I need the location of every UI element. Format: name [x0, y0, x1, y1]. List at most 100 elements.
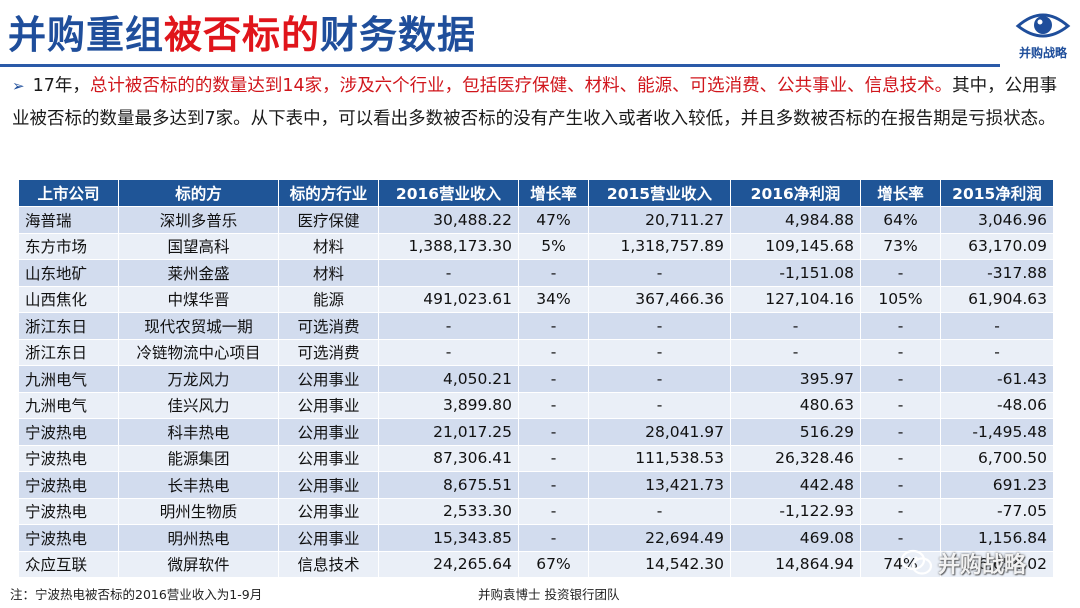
- table-cell: 4,984.88: [730, 206, 861, 234]
- table-cell: 海普瑞: [18, 206, 119, 234]
- table-cell: 105%: [860, 285, 941, 313]
- table-cell: -: [860, 418, 941, 446]
- table-cell: 科丰热电: [118, 418, 279, 446]
- table-cell: -: [588, 365, 731, 393]
- table-cell: 公用事业: [278, 524, 379, 552]
- table-cell: 万龙风力: [118, 365, 279, 393]
- table-cell: -: [588, 497, 731, 525]
- table-cell: 6,700.50: [940, 444, 1054, 472]
- column-header: 标的方行业: [278, 179, 379, 207]
- table-cell: -48.06: [940, 391, 1054, 419]
- table-header: 上市公司 标的方 标的方行业 2016营业收入 增长率 2015营业收入 2016净利润 增长…: [18, 179, 1054, 207]
- wechat-watermark: 并购战略: [900, 545, 1026, 581]
- table-cell: -1,495.48: [940, 418, 1054, 446]
- table-cell: 宁波热电: [18, 497, 119, 525]
- column-header: 2016净利润: [730, 179, 861, 207]
- table-row: 宁波热电 明州生物质 公用事业 2,533.30- - -1,122.93- -77.05: [18, 497, 1054, 525]
- table-cell: 480.63: [730, 391, 861, 419]
- table-cell: -: [860, 471, 941, 499]
- table-row: 东方市场 国望高科 材料 1,388,173.30 5% 1,318,757.89 109,…: [18, 232, 1054, 260]
- table-cell: 佳兴风力: [118, 391, 279, 419]
- table-cell: -: [860, 524, 941, 552]
- table-row: 山西焦化 中煤华晋 能源 491,023.61 34% 367,466.36 127,104…: [18, 285, 1054, 313]
- table-cell: 26,328.46: [730, 444, 861, 472]
- column-header: 2015营业收入: [588, 179, 731, 207]
- table-cell: 现代农贸城一期: [118, 312, 279, 340]
- table-cell: 3,899.80: [378, 391, 519, 419]
- table-cell: 深圳多普乐: [118, 206, 279, 234]
- table-cell: 127,104.16: [730, 285, 861, 313]
- table-cell: 34%: [518, 285, 589, 313]
- table-cell: -: [518, 471, 589, 499]
- table-cell: -317.88: [940, 259, 1054, 287]
- table-cell: 公用事业: [278, 365, 379, 393]
- table-row: 浙江东日 冷链物流中心项目 可选消费 - - - - - -: [18, 338, 1054, 366]
- table-cell: 公用事业: [278, 444, 379, 472]
- table-cell: 516.29: [730, 418, 861, 446]
- table-cell: 九洲电气: [18, 365, 119, 393]
- table-cell: 24,265.64: [378, 550, 519, 578]
- table-cell: 公用事业: [278, 497, 379, 525]
- table-cell: 明州热电: [118, 524, 279, 552]
- table-cell: -: [940, 338, 1054, 366]
- title-part-1: 并购重组: [8, 13, 165, 57]
- table-cell: 691.23: [940, 471, 1054, 499]
- table-cell: 6,654.02: [940, 550, 1054, 578]
- table-cell: 浙江东日: [18, 338, 119, 366]
- table-cell: 长丰热电: [118, 471, 279, 499]
- watermark-text: 并购战略: [938, 553, 1027, 578]
- table-cell: -: [860, 365, 941, 393]
- title-part-3: 财务数据: [320, 13, 477, 57]
- table-cell: -: [518, 444, 589, 472]
- table-cell: -77.05: [940, 497, 1054, 525]
- table-cell: -: [518, 338, 589, 366]
- table-body: 海普瑞 深圳多普乐 医疗保健 30,488.22 47% 20,711.27 4,984.8…: [18, 206, 1054, 578]
- table-cell: 20,711.27: [588, 206, 731, 234]
- table-row: 海普瑞 深圳多普乐 医疗保健 30,488.22 47% 20,711.27 4,984.8…: [18, 206, 1054, 234]
- table-row: 宁波热电 长丰热电 公用事业 8,675.51-13,421.73 442.48-691…: [18, 471, 1054, 499]
- eye-logo-icon: [1015, 13, 1071, 38]
- table-cell: 469.08: [730, 524, 861, 552]
- table-cell: -: [378, 338, 519, 366]
- table-cell: -: [860, 259, 941, 287]
- column-header: 2015净利润: [940, 179, 1054, 207]
- table-cell: 公用事业: [278, 391, 379, 419]
- table-cell: -1,151.08: [730, 259, 861, 287]
- table-cell: 30,488.22: [378, 206, 519, 234]
- table-row: 宁波热电 科丰热电 公用事业 21,017.25-28,041.97 516.29- -1…: [18, 418, 1054, 446]
- table-cell: 冷链物流中心项目: [118, 338, 279, 366]
- table-cell: 367,466.36: [588, 285, 731, 313]
- table-cell: 材料: [278, 232, 379, 260]
- table-cell: 22,694.49: [588, 524, 731, 552]
- page-title: 并购重组被否标的财务数据: [8, 6, 476, 64]
- table-cell: 47%: [518, 206, 589, 234]
- table-cell: 国望高科: [118, 232, 279, 260]
- table-cell: 8,675.51: [378, 471, 519, 499]
- table-cell: -: [588, 312, 731, 340]
- table-cell: -: [518, 312, 589, 340]
- table-cell: 明州生物质: [118, 497, 279, 525]
- table-cell: -: [940, 312, 1054, 340]
- table-cell: 67%: [518, 550, 589, 578]
- table-row: 浙江东日 现代农贸城一期 可选消费 - - - - - -: [18, 312, 1054, 340]
- table-cell: 64%: [860, 206, 941, 234]
- table-cell: 众应互联: [18, 550, 119, 578]
- table-cell: 442.48: [730, 471, 861, 499]
- table-cell: 109,145.68: [730, 232, 861, 260]
- table-cell: -: [588, 391, 731, 419]
- table-cell: 可选消费: [278, 338, 379, 366]
- table-cell: -1,122.93: [730, 497, 861, 525]
- table-cell: 61,904.63: [940, 285, 1054, 313]
- table-cell: -61.43: [940, 365, 1054, 393]
- table-cell: 能源: [278, 285, 379, 313]
- table-cell: 医疗保健: [278, 206, 379, 234]
- logo-text: 并购战略: [1018, 46, 1067, 60]
- table-cell: 28,041.97: [588, 418, 731, 446]
- table-row: 山东地矿 莱州金盛 材料 - - - -1,151.08- -317.88: [18, 259, 1054, 287]
- table-cell: 1,156.84: [940, 524, 1054, 552]
- table-cell: 材料: [278, 259, 379, 287]
- table-cell: 浙江东日: [18, 312, 119, 340]
- footnote: 注：宁波热电被否标的2016营业收入为1-9月: [10, 587, 263, 602]
- title-part-2: 被否标的: [164, 13, 321, 57]
- table-cell: 87,306.41: [378, 444, 519, 472]
